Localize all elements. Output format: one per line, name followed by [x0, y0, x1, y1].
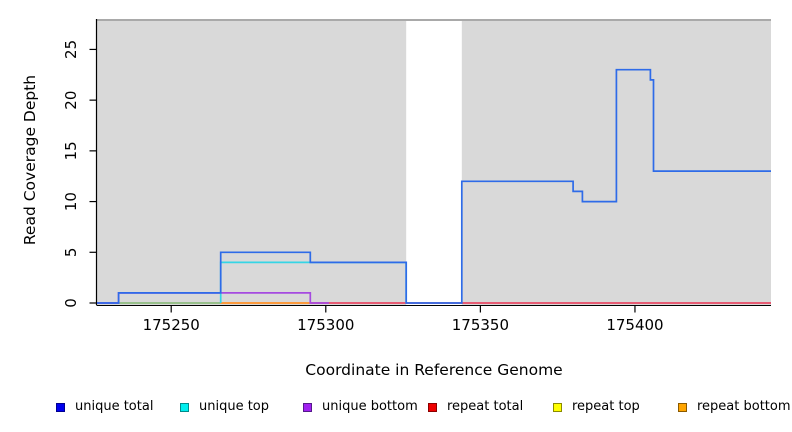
y-tick-label: 5: [62, 248, 80, 258]
y-tick-label: 15: [62, 141, 80, 160]
legend-item-unique-bottom: unique bottom: [303, 398, 418, 416]
legend-label-unique-top: unique top: [199, 399, 270, 414]
series-unique-total: [97, 68, 771, 304]
legend-swatch-repeat-total: [428, 402, 437, 412]
legend-item-repeat-top: repeat top: [553, 398, 640, 416]
y-tick-label: 0: [62, 298, 80, 308]
y-tick-label: 20: [62, 91, 80, 110]
legend-swatch-unique-bottom: [303, 402, 312, 412]
y-tick-label: 10: [62, 192, 80, 211]
legend-item-unique-total: unique total: [56, 398, 153, 416]
x-tick-label: 175250: [143, 316, 200, 334]
legend-swatch-repeat-top: [553, 402, 562, 412]
x-tick-label: 175350: [452, 316, 509, 334]
legend-label-repeat-top: repeat top: [572, 399, 640, 414]
x-axis-title: Coordinate in Reference Genome: [305, 361, 562, 379]
y-axis-title: Read Coverage Depth: [21, 75, 39, 245]
x-tick-label: 175400: [606, 316, 663, 334]
chart-legend: unique total unique top unique bottom repea…: [0, 398, 792, 418]
legend-label-repeat-total: repeat total: [447, 399, 524, 414]
x-tick-label: 175300: [297, 316, 354, 334]
legend-label-unique-total: unique total: [75, 399, 154, 414]
legend-swatch-unique-top: [180, 402, 189, 412]
legend-item-unique-top: unique top: [180, 398, 269, 416]
legend-item-repeat-total: repeat total: [428, 398, 523, 416]
y-tick-label: 25: [62, 40, 80, 59]
gap-region: [406, 19, 462, 305]
legend-label-repeat-bottom: repeat bottom: [697, 399, 791, 414]
legend-label-unique-bottom: unique bottom: [322, 399, 418, 414]
legend-swatch-repeat-bottom: [678, 402, 687, 412]
legend-swatch-unique-total: [56, 402, 65, 412]
legend-item-repeat-bottom: repeat bottom: [678, 398, 791, 416]
